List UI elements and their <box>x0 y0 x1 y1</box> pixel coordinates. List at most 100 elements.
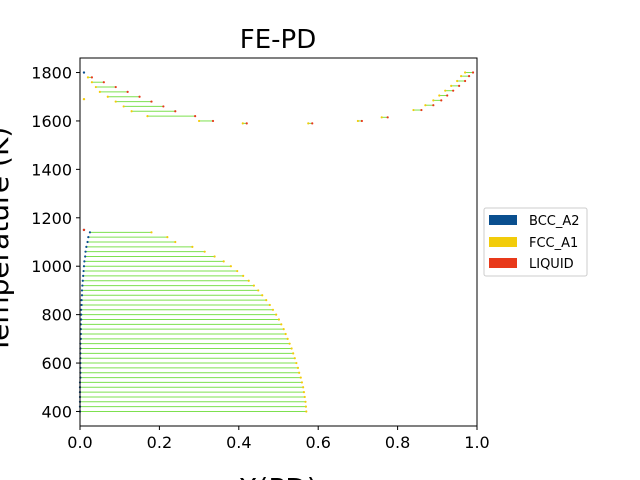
bcc-fcc-point-fcc_a1-14 <box>288 342 291 345</box>
fcc-liquid-point-liquid-9 <box>211 119 215 123</box>
legend-swatch-liquid <box>489 258 517 268</box>
bcc-fcc-point-fcc_a1-20 <box>275 313 278 316</box>
legend-label-liquid: LIQUID <box>529 257 574 272</box>
fcc-liquid-point-liquid-11 <box>311 122 314 125</box>
x-axis: 0.0 0.2 0.4 0.6 0.8 1.0 <box>67 426 490 452</box>
fcc-liquid-point-fcc_a1-15 <box>424 104 427 107</box>
bcc-fcc-point-bcc_a2-20 <box>80 313 83 316</box>
fcc-liquid-point-fcc_a1-4 <box>106 95 109 98</box>
fcc-liquid-point-liquid-19 <box>458 84 461 87</box>
fcc-liquid-point-liquid-0 <box>90 76 94 79</box>
bcc-fcc-point-fcc_a1-32 <box>213 255 216 258</box>
bcc-fcc-point-fcc_a1-9 <box>296 366 300 369</box>
fcc-liquid-point-liquid-8 <box>194 115 197 118</box>
fcc-liquid-point-liquid-2 <box>114 85 117 89</box>
bcc-fcc-point-bcc_a2-19 <box>80 318 83 321</box>
bcc-fcc-point-bcc_a2-37 <box>88 231 92 234</box>
fcc-liquid-point-fcc_a1-14 <box>412 108 415 112</box>
extra-point-0 <box>82 97 86 101</box>
y-tick-label-3: 1000 <box>31 257 72 276</box>
fcc-liquid-point-fcc_a1-16 <box>432 99 435 102</box>
y-tick-label-6: 1600 <box>31 112 72 131</box>
fcc-liquid-point-fcc_a1-22 <box>463 71 467 74</box>
bcc-fcc-point-fcc_a1-33 <box>203 250 206 253</box>
fcc-liquid-point-fcc_a1-10 <box>241 122 244 125</box>
y-tick-label-0: 400 <box>41 402 72 421</box>
fcc-liquid-point-liquid-18 <box>452 89 455 92</box>
bcc-fcc-point-bcc_a2-22 <box>80 303 83 307</box>
bcc-fcc-point-fcc_a1-22 <box>268 303 271 307</box>
bcc-fcc-point-fcc_a1-24 <box>261 294 264 297</box>
bcc-fcc-point-fcc_a1-25 <box>257 289 260 292</box>
fcc-liquid-point-liquid-13 <box>386 116 389 119</box>
bcc-fcc-point-fcc_a1-36 <box>166 236 169 239</box>
fcc-liquid-point-liquid-12 <box>360 119 363 123</box>
fcc-liquid-point-fcc_a1-5 <box>114 100 117 103</box>
fcc-liquid-point-liquid-21 <box>467 75 471 78</box>
bcc-fcc-point-fcc_a1-10 <box>295 361 298 365</box>
fcc-liquid-point-fcc_a1-19 <box>450 84 453 87</box>
fcc-liquid-point-liquid-20 <box>463 79 467 83</box>
fcc-liquid-point-fcc_a1-18 <box>444 89 447 92</box>
legend-label-fcc-a1: FCC_A1 <box>529 236 578 251</box>
fcc-liquid-point-fcc_a1-2 <box>94 85 97 89</box>
bcc-fcc-point-fcc_a1-21 <box>271 308 275 311</box>
bcc-fcc-point-fcc_a1-1 <box>304 405 307 408</box>
bcc-fcc-point-fcc_a1-15 <box>286 337 289 340</box>
fcc-liquid-point-liquid-6 <box>162 105 165 108</box>
bcc-fcc-point-bcc_a2-24 <box>80 294 84 297</box>
bcc-fcc-point-fcc_a1-30 <box>229 265 232 268</box>
fcc-liquid-point-fcc_a1-17 <box>438 94 441 97</box>
plot-content <box>78 71 475 413</box>
x-tick-label-1: 0.2 <box>147 433 172 452</box>
bcc-fcc-point-fcc_a1-29 <box>236 269 239 273</box>
bcc-fcc-point-bcc_a2-25 <box>80 289 84 292</box>
x-axis-label: X(PD) <box>238 472 317 480</box>
bcc-fcc-point-bcc_a2-28 <box>82 274 85 277</box>
bcc-fcc-point-fcc_a1-34 <box>191 245 194 248</box>
bcc-fcc-point-fcc_a1-28 <box>242 274 245 277</box>
bcc-fcc-point-bcc_a2-29 <box>82 269 85 273</box>
y-tick-label-1: 600 <box>41 354 72 373</box>
x-tick-label-0: 0.0 <box>67 433 92 452</box>
fcc-liquid-point-liquid-4 <box>138 95 141 98</box>
bcc-fcc-point-bcc_a2-32 <box>84 255 87 258</box>
x-tick-label-2: 0.4 <box>226 433 251 452</box>
fcc-liquid-point-liquid-7 <box>174 110 177 113</box>
bcc-fcc-point-fcc_a1-4 <box>302 391 306 394</box>
bcc-fcc-point-fcc_a1-17 <box>282 328 285 331</box>
bcc-fcc-point-bcc_a2-36 <box>87 236 90 239</box>
legend-label-bcc-a2: BCC_A2 <box>529 214 580 229</box>
y-tick-label-4: 1200 <box>31 209 72 228</box>
bcc-fcc-point-fcc_a1-18 <box>280 323 283 326</box>
bcc-fcc-point-fcc_a1-7 <box>299 376 302 379</box>
fcc-liquid-point-liquid-14 <box>420 108 423 112</box>
fcc-liquid-point-fcc_a1-21 <box>460 75 463 78</box>
y-axis-label: Temperature (K) <box>0 127 15 354</box>
bcc-fcc-point-fcc_a1-23 <box>265 299 268 302</box>
x-tick-label-3: 0.6 <box>305 433 330 452</box>
extra-point-3 <box>82 228 86 232</box>
fcc-liquid-point-fcc_a1-12 <box>356 119 359 123</box>
bcc-fcc-point-fcc_a1-13 <box>290 347 293 350</box>
chart-title: FE-PD <box>240 25 316 55</box>
fcc-liquid-point-liquid-17 <box>446 94 449 97</box>
bcc-fcc-point-fcc_a1-12 <box>292 352 295 355</box>
bcc-fcc-point-bcc_a2-26 <box>81 284 84 287</box>
fcc-liquid-point-liquid-3 <box>126 90 129 93</box>
fcc-liquid-point-fcc_a1-1 <box>90 81 94 84</box>
extra-point-1 <box>82 71 86 74</box>
bcc-fcc-point-fcc_a1-16 <box>284 332 287 336</box>
bcc-fcc-point-fcc_a1-19 <box>277 318 280 321</box>
bcc-fcc-point-fcc_a1-11 <box>293 357 296 360</box>
plot-frame <box>79 57 478 427</box>
bcc-fcc-point-fcc_a1-26 <box>252 284 255 287</box>
bcc-fcc-point-bcc_a2-31 <box>83 260 86 263</box>
bcc-fcc-point-fcc_a1-31 <box>222 260 225 263</box>
fcc-liquid-point-fcc_a1-0 <box>86 76 90 79</box>
bcc-fcc-point-fcc_a1-3 <box>303 395 306 399</box>
fcc-liquid-point-liquid-16 <box>440 99 443 102</box>
fcc-liquid-point-liquid-1 <box>102 81 105 84</box>
legend: BCC_A2 FCC_A1 LIQUID <box>483 207 588 277</box>
